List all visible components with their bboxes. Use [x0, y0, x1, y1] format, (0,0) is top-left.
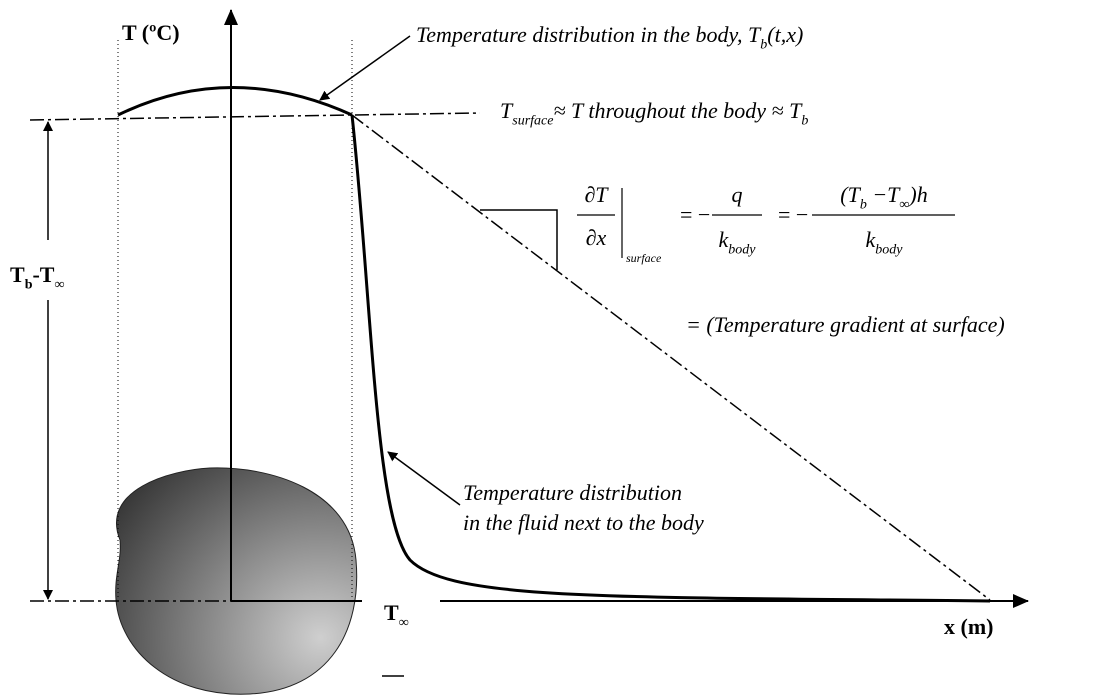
eq-text: kbody: [866, 227, 904, 258]
subscript: b: [25, 278, 33, 293]
delta-label: Tb-T∞: [10, 262, 64, 293]
text-part: Temperature distribution in the body, T: [416, 22, 762, 47]
eq-text: surface: [626, 251, 662, 265]
eq-text: (Tb −T∞)h: [840, 182, 927, 213]
text-part: k: [719, 227, 730, 252]
eq-text: ∂x: [586, 225, 607, 250]
eq-text: = −: [778, 202, 808, 227]
t-inf-label: T∞: [384, 600, 409, 631]
eq-text: = −: [680, 202, 710, 227]
body-label: Temperature distribution in the body, Tb…: [416, 22, 803, 53]
gradient-label: = (Temperature gradient at surface): [686, 312, 1005, 337]
body-temperature-curve: [117, 86, 353, 117]
fluid-label: Temperature distribution: [463, 480, 682, 505]
y-axis-label: T (ºC): [122, 20, 180, 45]
fluid-temperature-curve: [350, 114, 991, 603]
text-part: k: [866, 227, 877, 252]
subscript: b: [760, 38, 767, 53]
eq-text: kbody: [719, 227, 757, 258]
subscript: body: [728, 243, 756, 258]
text-part: (T: [840, 182, 861, 207]
body-shape: [115, 467, 358, 695]
subscript: ∞: [899, 198, 909, 213]
subscript: ∞: [54, 278, 64, 293]
text-part: (t,x): [767, 22, 803, 47]
eq-text: ∂T: [584, 182, 609, 207]
text-part: -T: [32, 262, 54, 287]
subscript: body: [875, 243, 903, 258]
subscript: b: [801, 114, 808, 129]
text-part: ≈ T throughout the body ≈ T: [553, 98, 803, 123]
pointer-arrow: [387, 451, 461, 506]
text-part: )h: [907, 182, 927, 207]
subscript: ∞: [399, 616, 409, 631]
x-axis-label: x (m): [944, 614, 993, 639]
pointer-arrow: [319, 35, 411, 101]
text-part: T: [10, 262, 25, 287]
subscript: b: [860, 198, 867, 213]
subscript: surface: [512, 114, 553, 129]
slope-triangle: [480, 209, 558, 270]
tangent-line: [351, 114, 991, 601]
text-part: T: [384, 600, 399, 625]
reference-line: [29, 112, 481, 121]
surface-label: Tsurface≈ T throughout the body ≈ Tb: [500, 98, 808, 129]
eq-text: q: [732, 182, 743, 207]
text-part: T: [500, 98, 514, 123]
fluid-label: in the fluid next to the body: [463, 510, 704, 535]
text-part: −T: [867, 182, 901, 207]
